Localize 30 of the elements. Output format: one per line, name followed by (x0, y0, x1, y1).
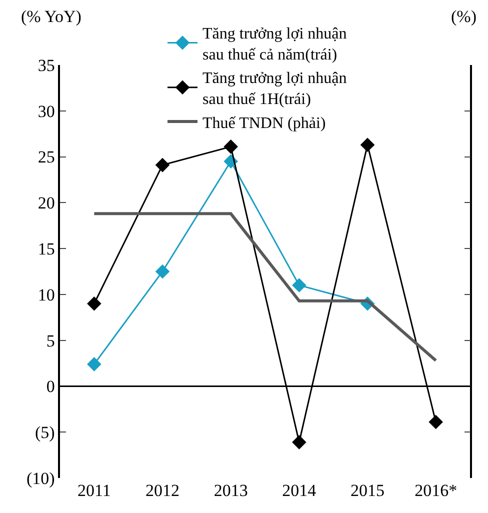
y-tick-label: 15 (38, 240, 55, 259)
y2-axis-title: (%) (451, 7, 476, 26)
y-tick-label: 10 (38, 285, 55, 304)
point (87, 296, 102, 311)
point (155, 158, 170, 172)
y-tick-label: 25 (38, 148, 55, 167)
y-tick-label: (5) (35, 423, 55, 442)
x-tick-label: 2014 (282, 481, 317, 500)
point (428, 414, 443, 430)
x-tick-label: 2011 (77, 481, 111, 500)
point (155, 264, 170, 279)
y-tick-label: 20 (38, 194, 55, 213)
x-tick-label: 2012 (146, 481, 180, 500)
point (292, 278, 306, 292)
y-tick-label: 0 (46, 377, 55, 396)
x-tick-label: 2013 (214, 481, 248, 500)
x-tick-label: 2016* (414, 481, 458, 500)
y-tick-label: 5 (46, 331, 55, 350)
legend-label: Thuế TNDN (phải) (202, 114, 326, 132)
y-tick-label: (10) (26, 468, 55, 488)
point (360, 138, 375, 152)
y-axis-title: (% YoY) (21, 7, 82, 26)
point (224, 140, 238, 154)
x-tick-label: 2015 (350, 481, 384, 500)
point (292, 435, 306, 450)
legend-label: Tăng trưởng lợi nhuận sau thuế 1H(trái) (202, 70, 347, 108)
point (87, 357, 102, 372)
legend-label: Tăng trưởng lợi nhuận sau thuế cả năm(trái) (202, 26, 347, 64)
y-tick-label: 30 (38, 102, 55, 121)
y-tick-label: 35 (38, 56, 55, 75)
